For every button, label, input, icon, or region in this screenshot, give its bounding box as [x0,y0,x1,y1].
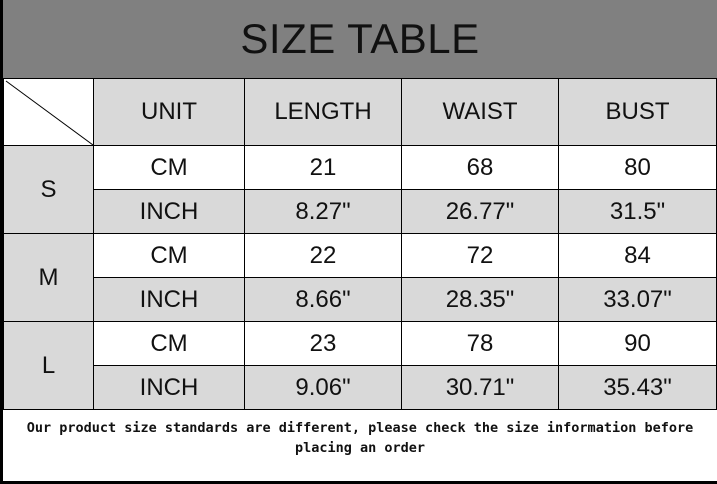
size-label: S [3,145,94,234]
page-title: SIZE TABLE [3,0,717,78]
waist-cell: 28.35" [401,277,559,322]
table-row: S CM 21 68 80 [3,145,717,234]
size-note: Our product size standards are different… [26,420,694,456]
length-cell: 9.06" [244,365,402,410]
waist-cell: 26.77" [401,189,559,234]
waist-cell: 68 [401,145,559,190]
header-unit: UNIT [93,78,245,146]
length-cell: 23 [244,321,402,366]
header-length: LENGTH [244,78,402,146]
size-label: L [3,321,94,410]
table-row: INCH 9.06" 30.71" 35.43" [4,365,717,410]
length-cell: 22 [244,233,402,278]
length-cell: 8.27" [244,189,402,234]
unit-cell: CM [93,145,245,190]
table-row: M CM 22 72 84 [3,233,717,322]
waist-cell: 72 [401,233,559,278]
unit-cell: CM [93,321,245,366]
bust-cell: 35.43" [558,365,717,410]
size-table: UNIT LENGTH WAIST BUST S CM 21 68 80 INCH 8.27… [3,78,717,410]
unit-cell: INCH [93,365,245,410]
length-cell: 8.66" [244,277,402,322]
header-bust: BUST [558,78,717,146]
corner-cell [3,78,94,146]
size-label: M [3,233,94,322]
length-cell: 21 [244,145,402,190]
waist-cell: 30.71" [401,365,559,410]
unit-cell: CM [93,233,245,278]
unit-cell: INCH [93,277,245,322]
diagonal-line [5,80,93,145]
waist-cell: 78 [401,321,559,366]
unit-cell: INCH [93,189,245,234]
table-row: INCH 8.27" 26.77" 31.5" [4,189,717,234]
bust-cell: 80 [558,145,717,190]
table-row: INCH 8.66" 28.35" 33.07" [4,277,717,322]
header-row: UNIT LENGTH WAIST BUST [3,78,717,146]
table-row: L CM 23 78 90 [3,321,717,410]
bust-cell: 31.5" [558,189,717,234]
header-waist: WAIST [401,78,559,146]
bust-cell: 90 [558,321,717,366]
bust-cell: 33.07" [558,277,717,322]
bust-cell: 84 [558,233,717,278]
